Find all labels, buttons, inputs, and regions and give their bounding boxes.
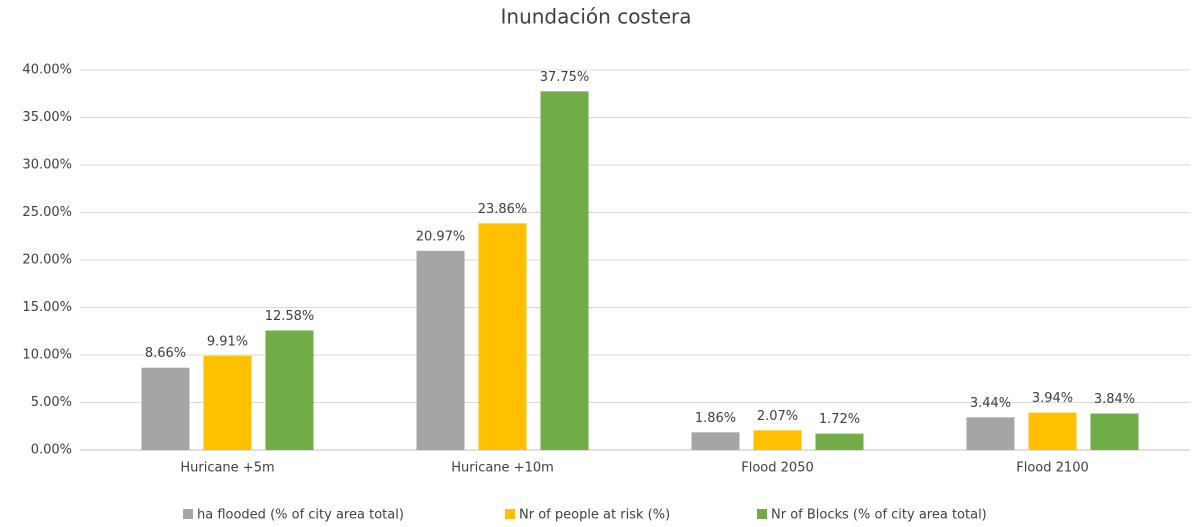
bar <box>966 417 1015 450</box>
bar <box>753 430 802 450</box>
bar <box>416 250 465 450</box>
y-tick-label: 25.00% <box>22 205 72 220</box>
value-label: 8.66% <box>145 346 186 361</box>
value-label: 37.75% <box>540 70 590 85</box>
bar <box>141 367 190 450</box>
bar <box>478 223 527 450</box>
x-tick-label: Huricane +5m <box>180 461 274 476</box>
legend-label: Nr of Blocks (% of city area total) <box>771 508 987 523</box>
y-tick-label: 20.00% <box>22 253 72 268</box>
legend-swatch <box>505 509 515 519</box>
bar <box>691 432 740 450</box>
legend-label: ha flooded (% of city area total) <box>197 508 404 523</box>
value-label: 9.91% <box>207 334 248 349</box>
y-tick-label: 15.00% <box>22 300 72 315</box>
legend-swatch <box>757 509 767 519</box>
bar <box>540 91 589 450</box>
x-tick-label: Huricane +10m <box>451 461 554 476</box>
value-label: 23.86% <box>478 202 528 217</box>
value-label: 20.97% <box>416 229 466 244</box>
chart-title: Inundación costera <box>501 5 692 29</box>
legend-swatch <box>183 509 193 519</box>
bar <box>1028 412 1077 450</box>
bar <box>203 355 252 450</box>
bar <box>1090 413 1139 450</box>
value-label: 3.94% <box>1032 391 1073 406</box>
value-label: 2.07% <box>757 409 798 424</box>
value-label: 3.84% <box>1094 392 1135 407</box>
y-tick-label: 10.00% <box>22 348 72 363</box>
x-tick-label: Flood 2100 <box>1016 461 1088 476</box>
y-tick-label: 5.00% <box>31 395 72 410</box>
value-label: 1.86% <box>695 411 736 426</box>
y-tick-label: 40.00% <box>22 63 72 78</box>
bar <box>265 330 314 450</box>
y-tick-label: 0.00% <box>31 443 72 458</box>
value-label: 12.58% <box>265 309 315 324</box>
legend-label: Nr of people at risk (%) <box>519 508 670 523</box>
value-label: 3.44% <box>970 396 1011 411</box>
bar <box>815 433 864 450</box>
value-label: 1.72% <box>819 412 860 427</box>
x-tick-label: Flood 2050 <box>741 461 813 476</box>
y-tick-label: 30.00% <box>22 158 72 173</box>
y-tick-label: 35.00% <box>22 110 72 125</box>
